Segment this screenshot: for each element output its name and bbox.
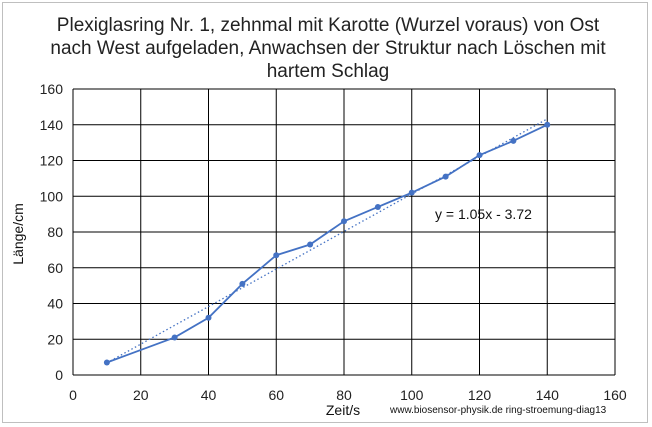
- x-tick-label: 40: [201, 387, 217, 403]
- y-tick-labels: 0 20 40 60 80 100 120 140 160: [40, 81, 64, 383]
- y-axis-label: Länge/cm: [10, 203, 26, 264]
- data-point: [171, 334, 178, 341]
- y-tick-label: 0: [55, 367, 63, 383]
- data-point: [408, 189, 415, 196]
- trendline-equation: y = 1.05x - 3.72: [435, 206, 532, 222]
- x-axis-label: Zeit/s: [326, 402, 360, 418]
- y-tick-label: 160: [40, 81, 64, 97]
- data-point: [205, 314, 212, 321]
- x-tick-label: 120: [468, 387, 492, 403]
- y-tick-label: 80: [47, 224, 63, 240]
- y-tick-label: 40: [47, 296, 63, 312]
- chart-frame: Plexiglasring Nr. 1, zehnmal mit Karotte…: [2, 2, 648, 423]
- series-layer: [103, 121, 551, 366]
- y-tick-label: 20: [47, 331, 63, 347]
- x-tick-label: 160: [603, 387, 627, 403]
- chart-title-line-3: hartem Schlag: [267, 61, 390, 82]
- data-point: [307, 241, 314, 248]
- source-credit: www.biosensor-physik.de ring-stroemung-d…: [389, 405, 607, 416]
- data-point: [374, 203, 381, 210]
- x-tick-label: 0: [69, 387, 77, 403]
- x-tick-label: 140: [536, 387, 560, 403]
- x-tick-label: 60: [268, 387, 284, 403]
- data-point: [442, 173, 449, 180]
- data-point: [239, 280, 246, 287]
- data-point: [476, 152, 483, 159]
- x-tick-label: 20: [133, 387, 149, 403]
- data-point: [273, 252, 280, 259]
- y-tick-label: 120: [40, 153, 64, 169]
- x-tick-labels: 0 20 40 60 80 100 120 140 160: [69, 387, 627, 403]
- chart-svg: Plexiglasring Nr. 1, zehnmal mit Karotte…: [10, 15, 627, 418]
- chart-title-line-1: Plexiglasring Nr. 1, zehnmal mit Karotte…: [57, 15, 600, 36]
- data-point: [103, 359, 110, 366]
- y-tick-label: 100: [40, 188, 64, 204]
- data-point: [341, 218, 347, 225]
- x-tick-label: 80: [336, 387, 352, 403]
- data-point: [510, 137, 517, 144]
- y-tick-label: 140: [40, 117, 64, 133]
- chart-title-line-2: nach West aufgeladen, Anwachsen der Stru…: [50, 38, 606, 59]
- y-tick-label: 60: [47, 260, 63, 276]
- x-tick-label: 100: [400, 387, 424, 403]
- data-point: [544, 121, 551, 128]
- grid-layer: [72, 88, 616, 376]
